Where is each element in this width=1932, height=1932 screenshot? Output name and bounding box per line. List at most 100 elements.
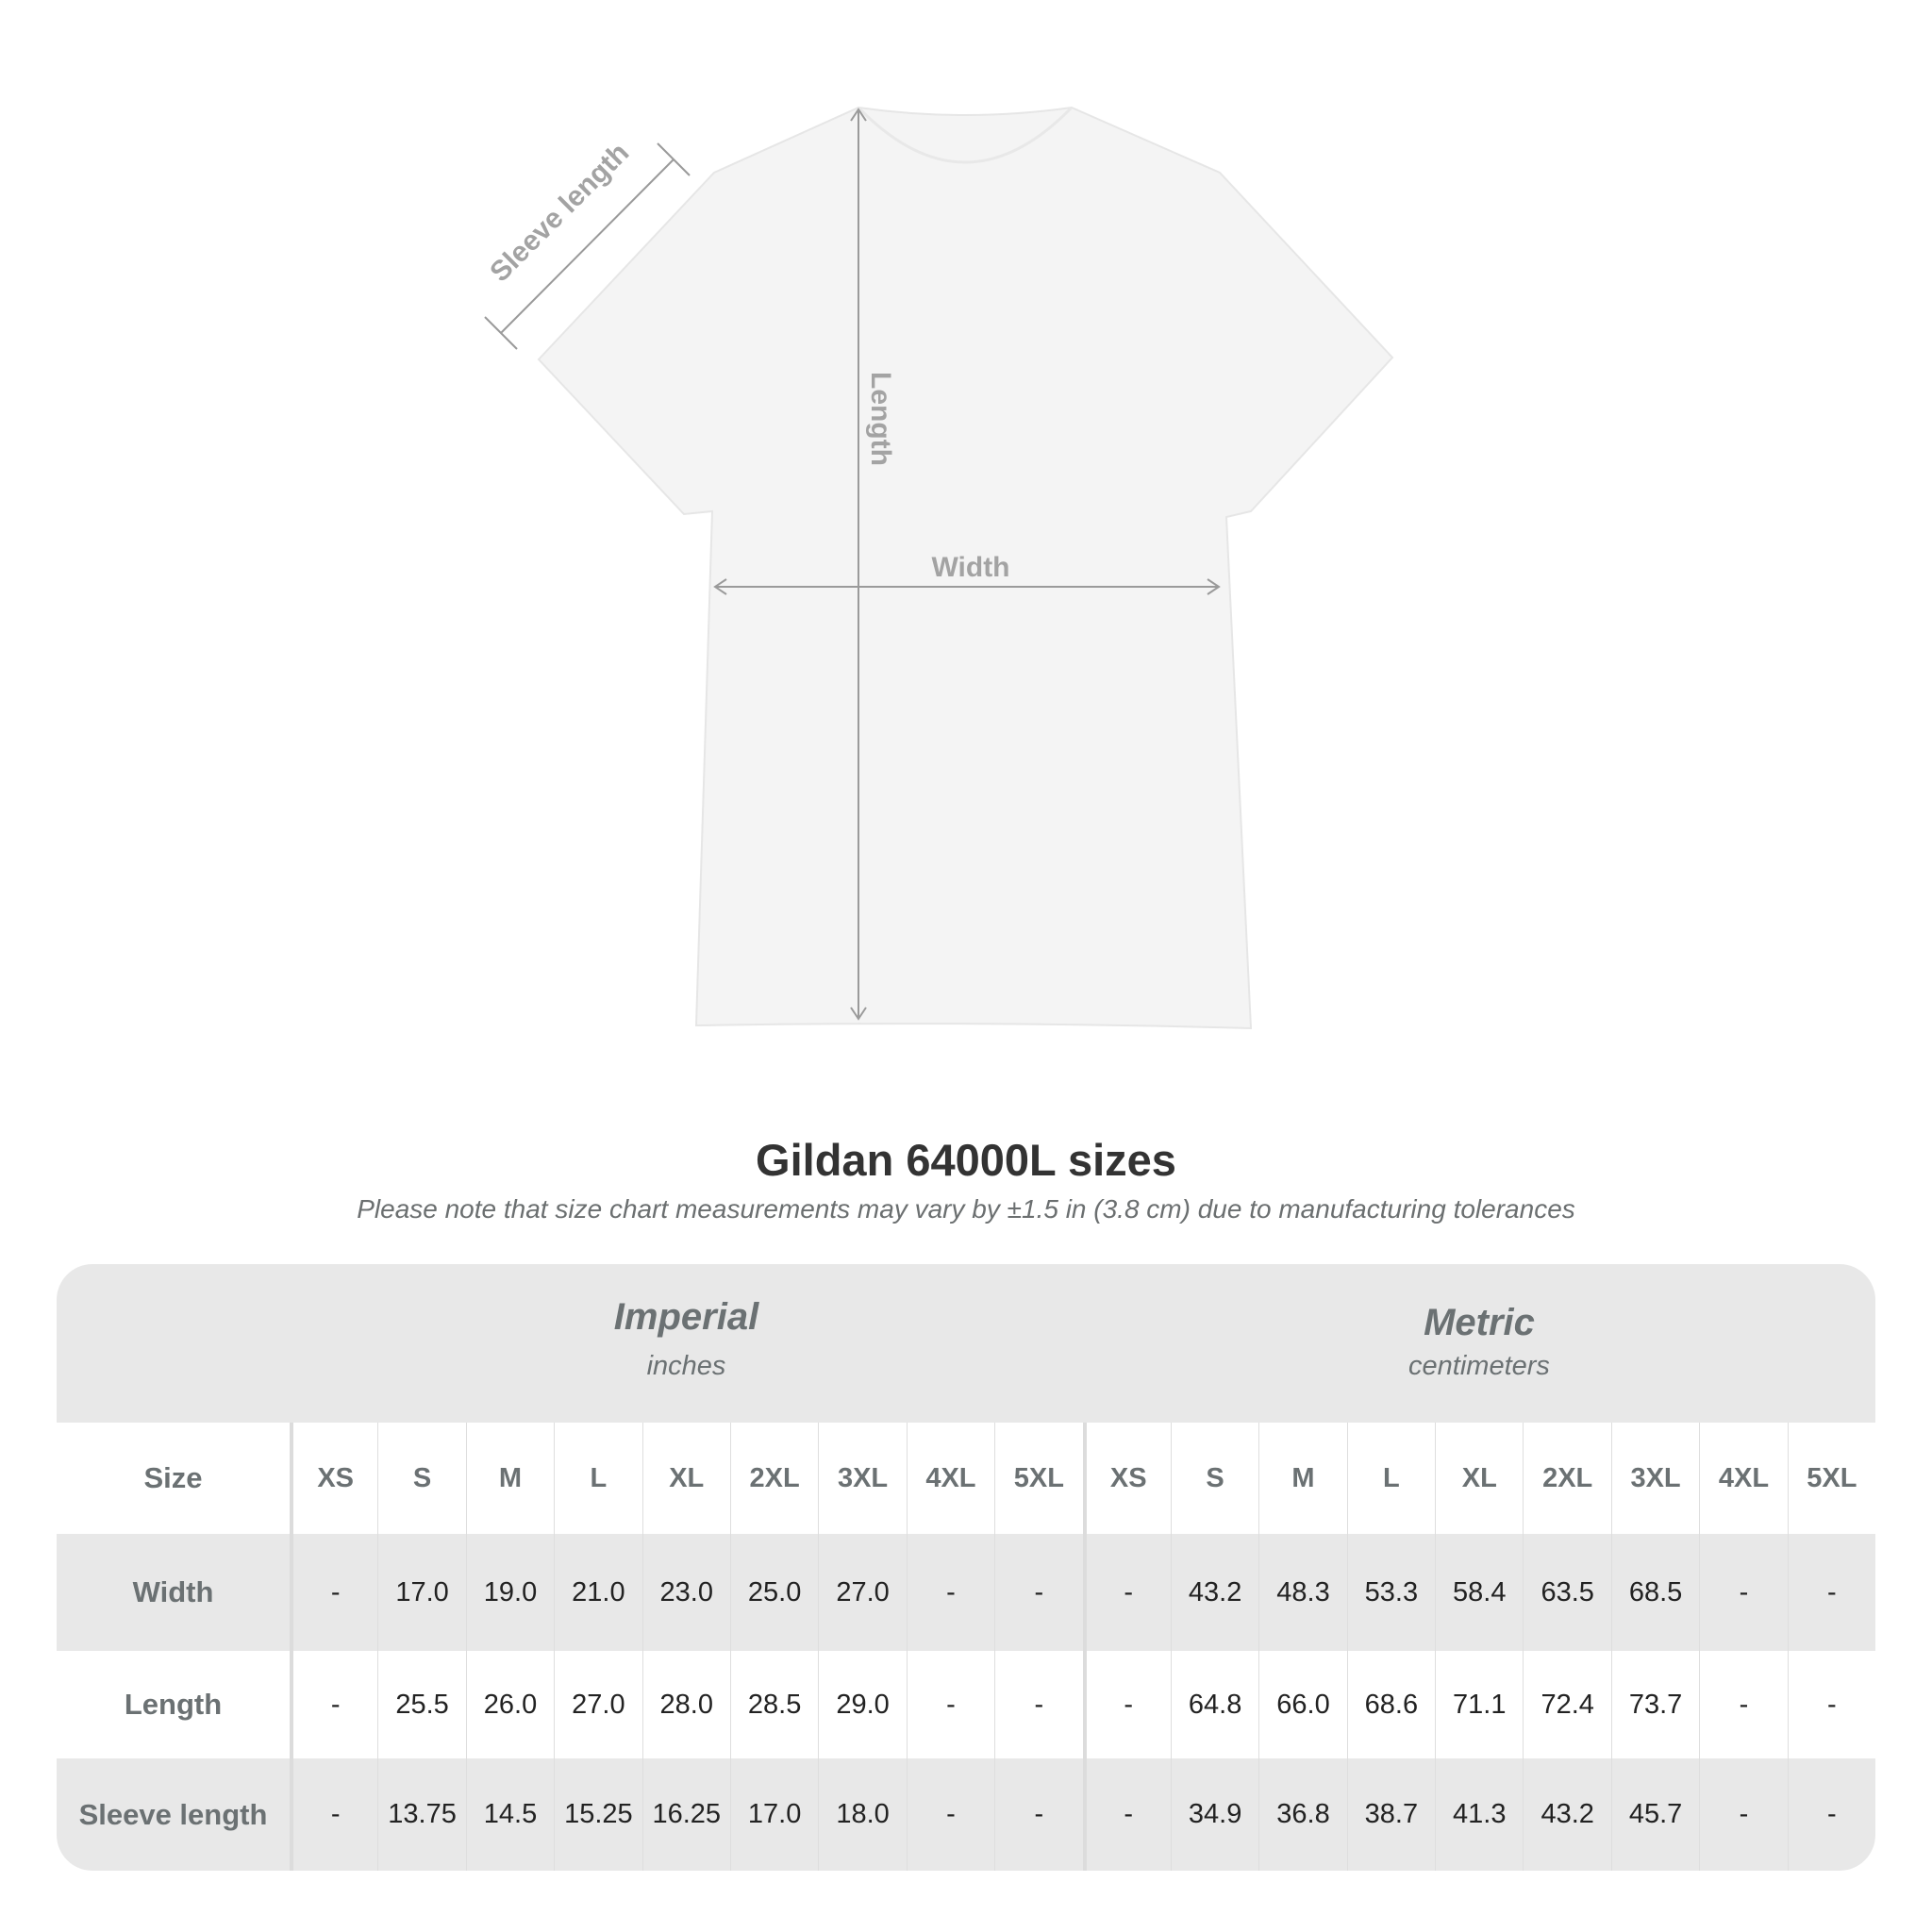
imperial-value-cell: 17.0 <box>377 1534 465 1651</box>
imperial-value-cell: - <box>994 1651 1082 1758</box>
size-header-cell: 4XL <box>1699 1423 1787 1534</box>
metric-value-cell: 43.2 <box>1170 1534 1258 1651</box>
size-header-cell: S <box>377 1423 465 1534</box>
tshirt-shape <box>537 106 1394 1030</box>
imperial-title: Imperial <box>613 1296 759 1338</box>
size-header-cell: L <box>554 1423 641 1534</box>
table-row: Sleeve length -13.75 14.5 15.25 16.25 17.0 18.… <box>57 1758 1875 1871</box>
width-arrow-head-right <box>1207 578 1221 595</box>
imperial-value-cell: - <box>290 1651 377 1758</box>
metric-value-cell: - <box>1699 1651 1787 1758</box>
metric-value-cell: 53.3 <box>1346 1534 1435 1651</box>
size-header-row: Size XS S M L XL 2XL 3XL 4XL 5XL XS S M L XL 2XL 3XL 4XL 5… <box>57 1423 1875 1534</box>
metric-value-cell: 58.4 <box>1435 1534 1523 1651</box>
imperial-value-cell: - <box>994 1758 1082 1871</box>
page-title: Gildan 64000L sizes <box>756 1135 1176 1185</box>
metric-value-cell: 36.8 <box>1258 1758 1346 1871</box>
metric-value-cell: - <box>1787 1534 1875 1651</box>
imperial-unit: inches <box>646 1351 726 1381</box>
metric-value-cell: - <box>1787 1651 1875 1758</box>
metric-value-cell: 68.5 <box>1610 1534 1699 1651</box>
metric-title: Metric <box>1424 1302 1535 1343</box>
metric-value-cell: 72.4 <box>1523 1651 1610 1758</box>
table-row: Width -17.0 19.0 21.0 23.0 25.0 27.0- - -43.2 48.… <box>57 1534 1875 1651</box>
size-header-cell: 3XL <box>1610 1423 1699 1534</box>
metric-unit: centimeters <box>1408 1351 1550 1381</box>
sleeve-length-label: Sleeve length <box>484 137 635 288</box>
metric-value-cell: - <box>1082 1534 1171 1651</box>
imperial-value-cell: 17.0 <box>729 1758 818 1871</box>
imperial-value-cell: 13.75 <box>377 1758 465 1871</box>
imperial-value-cell: - <box>906 1534 994 1651</box>
length-arrow-head-bottom <box>850 1007 867 1021</box>
size-header-cell: XS <box>290 1423 377 1534</box>
imperial-value-cell: - <box>906 1758 994 1871</box>
sleeve-tick-bottom <box>484 316 518 350</box>
metric-value-cell: 73.7 <box>1610 1651 1699 1758</box>
row-label: Width <box>132 1575 214 1608</box>
size-header-cell: XL <box>641 1423 730 1534</box>
metric-value-cell: 38.7 <box>1346 1758 1435 1871</box>
metric-value-cell: - <box>1699 1534 1787 1651</box>
imperial-value-cell: 23.0 <box>641 1534 730 1651</box>
size-header-cell: XS <box>1082 1423 1171 1534</box>
metric-value-cell: 45.7 <box>1610 1758 1699 1871</box>
metric-value-cell: - <box>1699 1758 1787 1871</box>
size-header-cell: 4XL <box>906 1423 994 1534</box>
metric-value-cell: 48.3 <box>1258 1534 1346 1651</box>
length-label: Length <box>865 372 896 466</box>
imperial-value-cell: 29.0 <box>818 1651 906 1758</box>
row-label: Size <box>143 1461 203 1494</box>
imperial-value-cell: 27.0 <box>554 1651 641 1758</box>
imperial-value-cell: 27.0 <box>818 1534 906 1651</box>
metric-value-cell: - <box>1787 1758 1875 1871</box>
size-header-cell: XL <box>1435 1423 1523 1534</box>
size-header-cell: 2XL <box>1523 1423 1610 1534</box>
width-arrow-head-left <box>713 578 727 595</box>
size-table: Imperial inches Metric centimeters Size X… <box>57 1264 1875 1871</box>
imperial-value-cell: 14.5 <box>465 1758 554 1871</box>
metric-value-cell: 71.1 <box>1435 1651 1523 1758</box>
imperial-value-cell: - <box>290 1758 377 1871</box>
size-header-cell: M <box>1258 1423 1346 1534</box>
sleeve-arrow <box>500 158 675 334</box>
size-header-cell: S <box>1170 1423 1258 1534</box>
size-header-cell: 2XL <box>729 1423 818 1534</box>
imperial-value-cell: 21.0 <box>554 1534 641 1651</box>
size-header-cell: 5XL <box>994 1423 1082 1534</box>
metric-header: Metric centimeters <box>1083 1264 1875 1423</box>
tshirt-neckline <box>857 106 1074 164</box>
metric-value-cell: 66.0 <box>1258 1651 1346 1758</box>
imperial-value-cell: 15.25 <box>554 1758 641 1871</box>
metric-value-cell: 41.3 <box>1435 1758 1523 1871</box>
row-label: Length <box>124 1688 223 1721</box>
size-header-cell: 3XL <box>818 1423 906 1534</box>
metric-value-cell: 68.6 <box>1346 1651 1435 1758</box>
imperial-value-cell: - <box>906 1651 994 1758</box>
imperial-value-cell: 25.5 <box>377 1651 465 1758</box>
tolerance-note: Please note that size chart measurements… <box>357 1194 1575 1224</box>
imperial-value-cell: 28.0 <box>641 1651 730 1758</box>
imperial-value-cell: 16.25 <box>641 1758 730 1871</box>
size-header-cell: 5XL <box>1787 1423 1875 1534</box>
metric-value-cell: 43.2 <box>1523 1758 1610 1871</box>
table-row: Length -25.5 26.0 27.0 28.0 28.5 29.0- - -64.8 66… <box>57 1651 1875 1758</box>
metric-value-cell: 34.9 <box>1170 1758 1258 1871</box>
metric-value-cell: - <box>1082 1651 1171 1758</box>
metric-value-cell: - <box>1082 1758 1171 1871</box>
imperial-header: Imperial inches <box>290 1264 1083 1423</box>
imperial-value-cell: - <box>994 1534 1082 1651</box>
width-label: Width <box>931 552 1009 583</box>
metric-value-cell: 64.8 <box>1170 1651 1258 1758</box>
imperial-value-cell: 19.0 <box>465 1534 554 1651</box>
metric-value-cell: 63.5 <box>1523 1534 1610 1651</box>
size-header-cell: L <box>1346 1423 1435 1534</box>
sleeve-tick-top <box>657 142 691 176</box>
row-label: Sleeve length <box>78 1797 268 1831</box>
length-arrow-head-top <box>850 108 867 122</box>
imperial-value-cell: 26.0 <box>465 1651 554 1758</box>
imperial-value-cell: 28.5 <box>729 1651 818 1758</box>
size-header-cell: M <box>465 1423 554 1534</box>
imperial-value-cell: 18.0 <box>818 1758 906 1871</box>
imperial-value-cell: 25.0 <box>729 1534 818 1651</box>
